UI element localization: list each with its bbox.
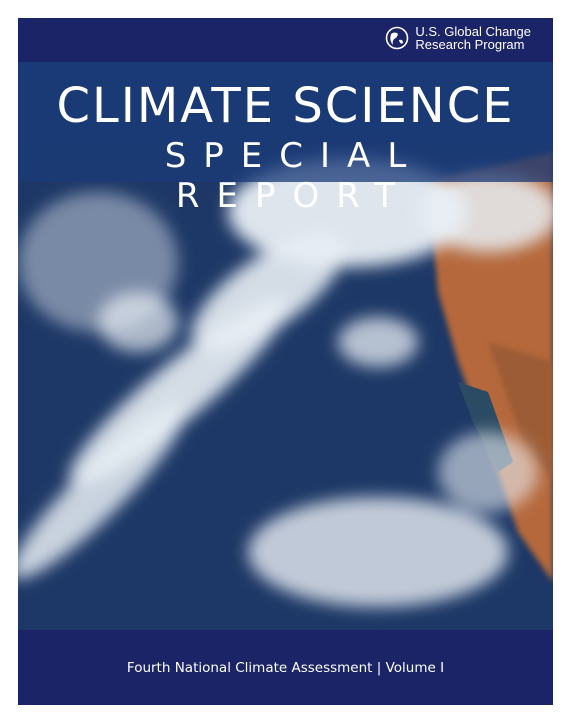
globe-icon <box>385 26 409 50</box>
organization-name: U.S. Global Change Research Program <box>415 25 531 51</box>
footer-band: Fourth National Climate Assessment | Vol… <box>18 630 553 705</box>
footer-text: Fourth National Climate Assessment | Vol… <box>127 660 444 676</box>
report-cover: U.S. Global Change Research Program CLIM… <box>18 18 553 705</box>
subtitle: SPECIAL REPORT <box>18 136 553 216</box>
organization-line: Research Program <box>415 38 531 51</box>
page: U.S. Global Change Research Program CLIM… <box>0 0 571 723</box>
program-logo: U.S. Global Change Research Program <box>385 25 531 51</box>
title: CLIMATE SCIENCE <box>18 78 553 134</box>
